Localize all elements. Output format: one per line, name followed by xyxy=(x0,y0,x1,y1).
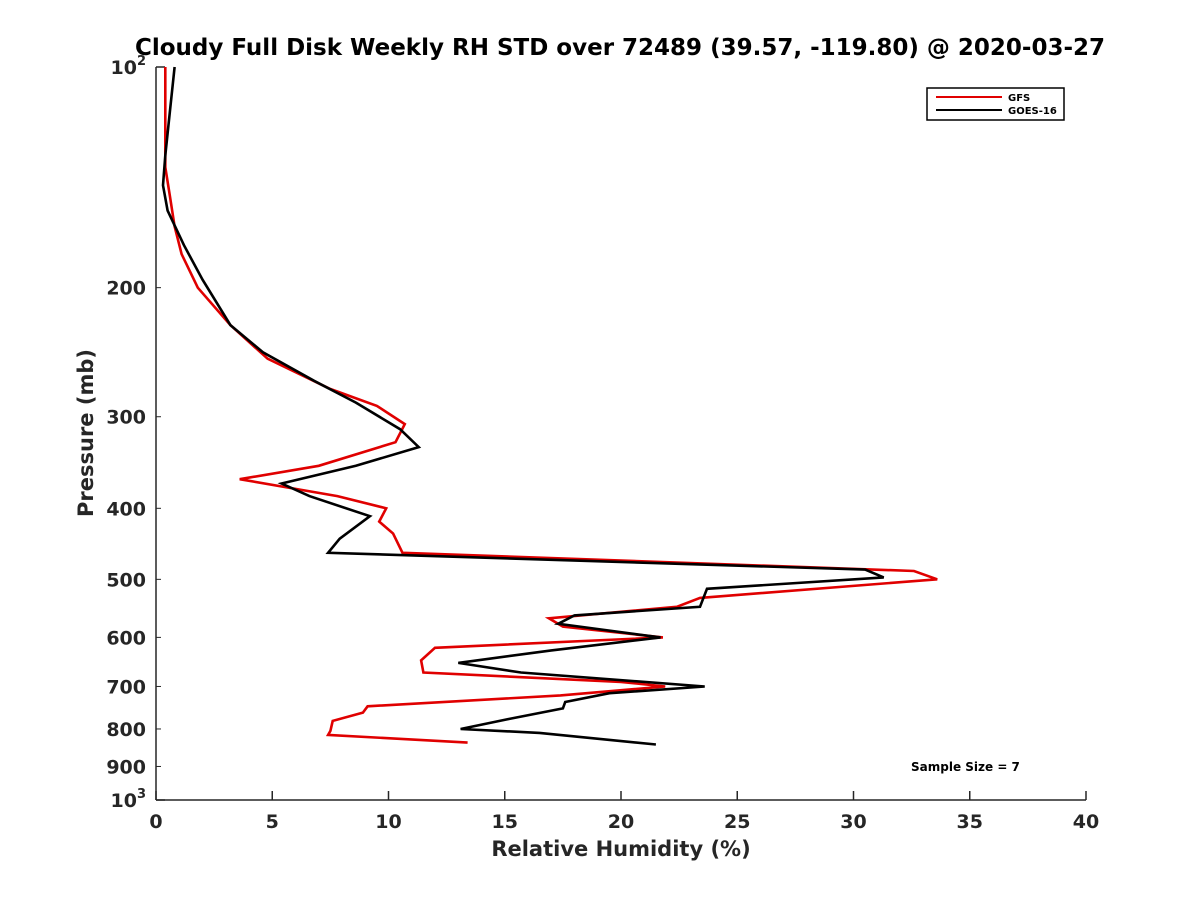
x-tick-label: 25 xyxy=(724,811,750,833)
y-tick-label: 600 xyxy=(106,627,146,649)
axes: 0 5 10 15 20 25 30 35 40102200300400500600700800… xyxy=(106,54,1099,833)
y-tick-label: 300 xyxy=(106,407,146,429)
y-tick-label: 700 xyxy=(106,676,146,698)
x-tick-label: 35 xyxy=(957,811,983,833)
plot-area xyxy=(156,67,1086,800)
y-tick-label: 500 xyxy=(106,569,146,591)
y-tick-exponent: 2 xyxy=(137,54,146,69)
y-tick-label: 800 xyxy=(106,719,146,741)
legend-label-goes-16: GOES-16 xyxy=(1008,106,1057,117)
y-tick-exponent: 3 xyxy=(137,787,146,802)
x-tick-label: 0 xyxy=(149,811,162,833)
legend-label-gfs: GFS xyxy=(1008,93,1030,104)
x-tick-label: 20 xyxy=(608,811,634,833)
series-line-gfs xyxy=(164,67,938,744)
x-tick-label: 10 xyxy=(375,811,401,833)
y-tick-label: 102 xyxy=(111,54,147,79)
y-tick-label: 400 xyxy=(106,498,146,520)
x-tick-label: 5 xyxy=(266,811,279,833)
x-tick-label: 40 xyxy=(1073,811,1099,833)
x-tick-label: 30 xyxy=(840,811,866,833)
x-axis-label: Relative Humidity (%) xyxy=(491,837,750,861)
y-tick-base: 10 xyxy=(111,790,137,812)
legend: GFS GOES-16 xyxy=(926,87,1065,121)
y-tick-label: 200 xyxy=(106,278,146,300)
legend-box xyxy=(926,87,1065,121)
y-tick-base: 10 xyxy=(111,57,137,79)
series-layer xyxy=(161,66,938,746)
y-tick-label: 900 xyxy=(106,756,146,778)
y-tick-label: 103 xyxy=(111,787,147,812)
chart-title: Cloudy Full Disk Weekly RH STD over 7248… xyxy=(135,35,1105,61)
x-tick-label: 15 xyxy=(492,811,518,833)
series-line-goes-16 xyxy=(161,66,885,746)
y-axis-label: Pressure (mb) xyxy=(74,349,98,517)
sample-size-annotation: Sample Size = 7 xyxy=(911,760,1020,774)
